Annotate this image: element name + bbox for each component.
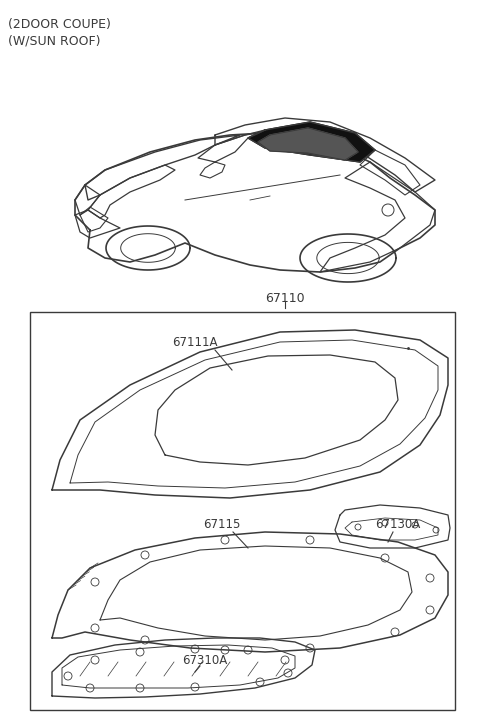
Text: 67110: 67110 — [265, 292, 305, 305]
Text: 67115: 67115 — [204, 518, 240, 531]
Polygon shape — [248, 122, 375, 162]
Text: (2DOOR COUPE): (2DOOR COUPE) — [8, 18, 111, 31]
Bar — [30, 312, 455, 710]
Text: 67111A: 67111A — [172, 335, 218, 348]
Text: (W/SUN ROOF): (W/SUN ROOF) — [8, 34, 100, 47]
Text: 67310A: 67310A — [182, 653, 228, 666]
Polygon shape — [258, 128, 358, 160]
Text: 67130A: 67130A — [375, 518, 420, 531]
